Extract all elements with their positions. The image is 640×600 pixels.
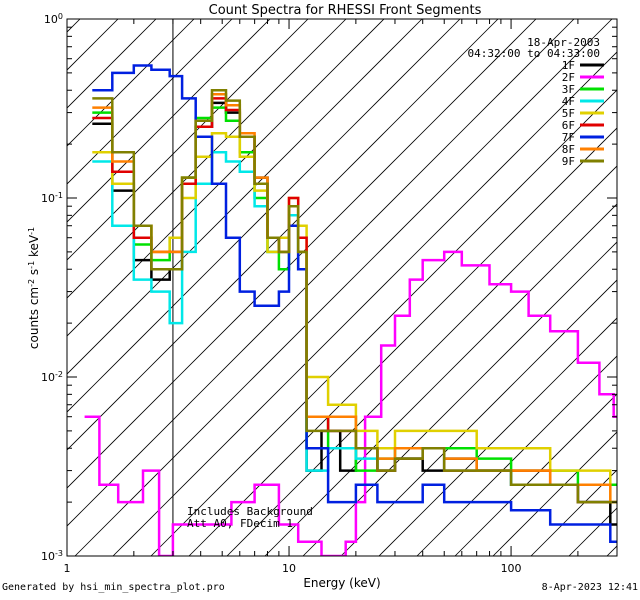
legend-date: 18-Apr-2003 (527, 36, 600, 49)
series-2F (84, 250, 617, 556)
legend-label-5F: 5F (562, 107, 575, 120)
x-axis-label: Energy (keV) (303, 576, 380, 590)
legend-label-2F: 2F (562, 71, 575, 84)
hatch-line (67, 19, 233, 185)
y-tick-label: 10-1 (41, 191, 63, 206)
hatch-line (340, 279, 617, 556)
hatch-line (67, 19, 271, 223)
hatch-line (188, 127, 617, 556)
legend-label-4F: 4F (562, 95, 575, 108)
legend-label-6F: 6F (562, 119, 575, 132)
legend-label-3F: 3F (562, 83, 575, 96)
attenuator-hatch (0, 19, 617, 556)
x-tick-label: 10 (282, 562, 296, 575)
hatch-line (302, 241, 617, 556)
hatch-line (378, 317, 617, 556)
plot-frame (66, 18, 618, 557)
hatch-line (150, 89, 617, 556)
hatch-line (74, 19, 613, 556)
hatch-line (454, 393, 617, 556)
legend-time-range: 04:32:00 to 04:33:00 (468, 47, 600, 60)
hatch-line (226, 165, 617, 556)
footer-generator: Generated by hsi_min_spectra_plot.pro (2, 582, 225, 593)
hatch-line (67, 19, 499, 451)
hatch-line (67, 19, 385, 337)
series-layer (84, 64, 617, 556)
chart-title: Count Spectra for RHESSI Front Segments (209, 3, 482, 18)
footer-timestamp: 8-Apr-2023 12:41 (541, 582, 638, 593)
note-attenuator: Att A0, FDecim 1 (187, 517, 293, 530)
y-tick-label: 10-2 (41, 370, 63, 385)
series-4F (92, 151, 617, 504)
hatch-line (0, 19, 4, 556)
hatch-line (67, 19, 423, 375)
legend-label-7F: 7F (562, 131, 575, 144)
note-background: Includes Background (187, 505, 313, 518)
legend-label-9F: 9F (562, 155, 575, 168)
hatch-line (416, 355, 617, 556)
series-5F (92, 132, 617, 504)
hatch-line (112, 51, 617, 556)
legend-label-1F: 1F (562, 59, 575, 72)
series-9F (92, 88, 617, 504)
hatch-line (492, 431, 617, 556)
y-tick-label: 10-3 (41, 549, 63, 564)
legend-label-8F: 8F (562, 143, 575, 156)
y-axis-label: counts cm-2 s-1 keV-1 (27, 227, 42, 349)
hatch-line (264, 203, 617, 556)
hatch-line (67, 19, 347, 299)
hatch-line (568, 507, 617, 556)
hatch-line (67, 19, 461, 413)
x-tick-label: 100 (501, 562, 522, 575)
y-tick-label: 100 (44, 12, 63, 27)
hatch-line (67, 19, 537, 489)
series-7F (92, 64, 617, 544)
x-tick-label: 1 (64, 562, 71, 575)
